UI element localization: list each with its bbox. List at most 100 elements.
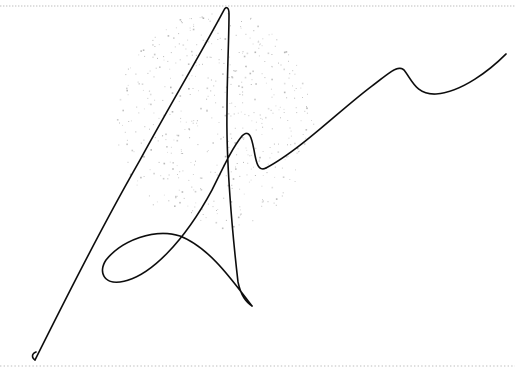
scan-speck xyxy=(178,33,180,35)
scan-speck xyxy=(155,67,157,69)
scan-speck xyxy=(162,99,164,101)
scan-speck xyxy=(254,51,257,54)
scan-speck xyxy=(242,127,244,129)
scan-speck xyxy=(135,73,137,75)
scan-speck xyxy=(280,64,282,66)
scan-speck xyxy=(163,114,165,116)
scan-speck xyxy=(206,87,209,90)
scan-speck xyxy=(306,106,307,108)
scan-speck xyxy=(127,161,129,163)
scan-speck xyxy=(152,124,154,126)
scan-speck xyxy=(219,174,221,176)
scan-speck xyxy=(152,204,154,206)
scan-speck xyxy=(173,37,175,39)
scan-speck xyxy=(182,170,184,172)
scan-speck xyxy=(167,178,169,180)
scan-speck xyxy=(187,63,190,65)
scan-speck xyxy=(267,201,269,203)
scan-speck xyxy=(209,20,211,22)
scan-speck xyxy=(148,195,150,197)
scan-speck xyxy=(205,40,207,42)
scan-speck xyxy=(143,176,145,177)
scan-speck xyxy=(261,45,263,47)
scan-speck xyxy=(295,169,296,171)
scan-speck xyxy=(136,184,138,186)
scan-speck xyxy=(296,152,298,154)
scan-speck xyxy=(122,109,124,112)
scan-speck xyxy=(179,59,181,61)
scan-speck xyxy=(243,193,245,195)
scan-speck xyxy=(246,149,248,151)
scan-speck xyxy=(307,93,308,95)
scan-speck xyxy=(239,188,241,190)
scan-speck xyxy=(200,34,202,36)
scan-speck xyxy=(290,130,292,132)
scan-speck xyxy=(302,97,303,98)
scan-speck xyxy=(255,147,257,149)
scan-speck xyxy=(217,39,219,40)
scan-speck xyxy=(154,99,156,101)
scan-speck xyxy=(182,153,184,154)
scan-speck xyxy=(273,202,275,204)
scan-speck xyxy=(262,200,264,202)
scan-speck xyxy=(137,180,139,182)
scan-speck xyxy=(195,202,197,204)
scan-speck xyxy=(231,76,233,78)
scan-speck xyxy=(131,149,134,152)
scan-speck xyxy=(221,227,224,230)
scan-speck xyxy=(140,50,142,52)
scan-speck xyxy=(239,93,241,95)
scan-speck xyxy=(218,122,220,123)
scan-speck xyxy=(202,63,203,65)
scan-speck xyxy=(141,83,144,85)
scan-speck xyxy=(175,195,177,198)
scan-speck xyxy=(191,120,193,122)
scan-speck xyxy=(286,97,288,99)
scan-speck xyxy=(116,119,119,121)
scan-speck xyxy=(202,214,204,215)
scan-speck xyxy=(172,162,174,164)
scan-speck xyxy=(147,72,149,74)
scan-speck xyxy=(194,206,196,208)
scan-speck xyxy=(273,94,275,96)
scan-speck xyxy=(295,107,297,109)
scan-speck xyxy=(210,79,212,81)
scan-speck xyxy=(205,217,207,219)
scan-speck xyxy=(178,100,180,102)
scan-speck xyxy=(313,123,315,125)
scan-speck xyxy=(301,82,304,85)
scan-speck xyxy=(175,62,177,64)
scan-speck xyxy=(231,102,233,104)
scan-speck xyxy=(191,50,193,53)
scan-speck xyxy=(193,189,195,191)
scan-speck xyxy=(220,138,222,139)
scan-speck xyxy=(152,39,154,41)
scan-speck xyxy=(251,154,253,156)
scan-speck xyxy=(200,188,202,190)
scan-speck xyxy=(214,171,216,173)
scan-speck xyxy=(124,131,126,133)
scan-speck xyxy=(119,122,120,124)
scan-speck xyxy=(192,122,194,124)
scan-speck xyxy=(192,174,194,175)
scan-speck xyxy=(255,129,257,131)
scan-speck xyxy=(192,210,194,212)
scan-speck xyxy=(285,51,288,53)
scan-speck xyxy=(233,225,235,228)
scan-speck xyxy=(176,139,179,142)
scan-speck xyxy=(250,18,251,20)
scan-speck xyxy=(171,92,174,94)
scan-speck xyxy=(271,152,273,154)
scan-speck xyxy=(237,148,239,150)
scan-speck xyxy=(182,44,185,46)
scan-speck xyxy=(283,91,286,94)
scan-speck xyxy=(217,32,219,34)
scan-speck xyxy=(262,151,264,152)
scan-speck xyxy=(235,34,237,36)
scan-speck xyxy=(195,54,197,56)
scan-speck xyxy=(275,204,277,206)
scan-speck xyxy=(149,90,151,92)
scan-speck xyxy=(154,137,156,139)
scan-speck xyxy=(218,20,220,22)
